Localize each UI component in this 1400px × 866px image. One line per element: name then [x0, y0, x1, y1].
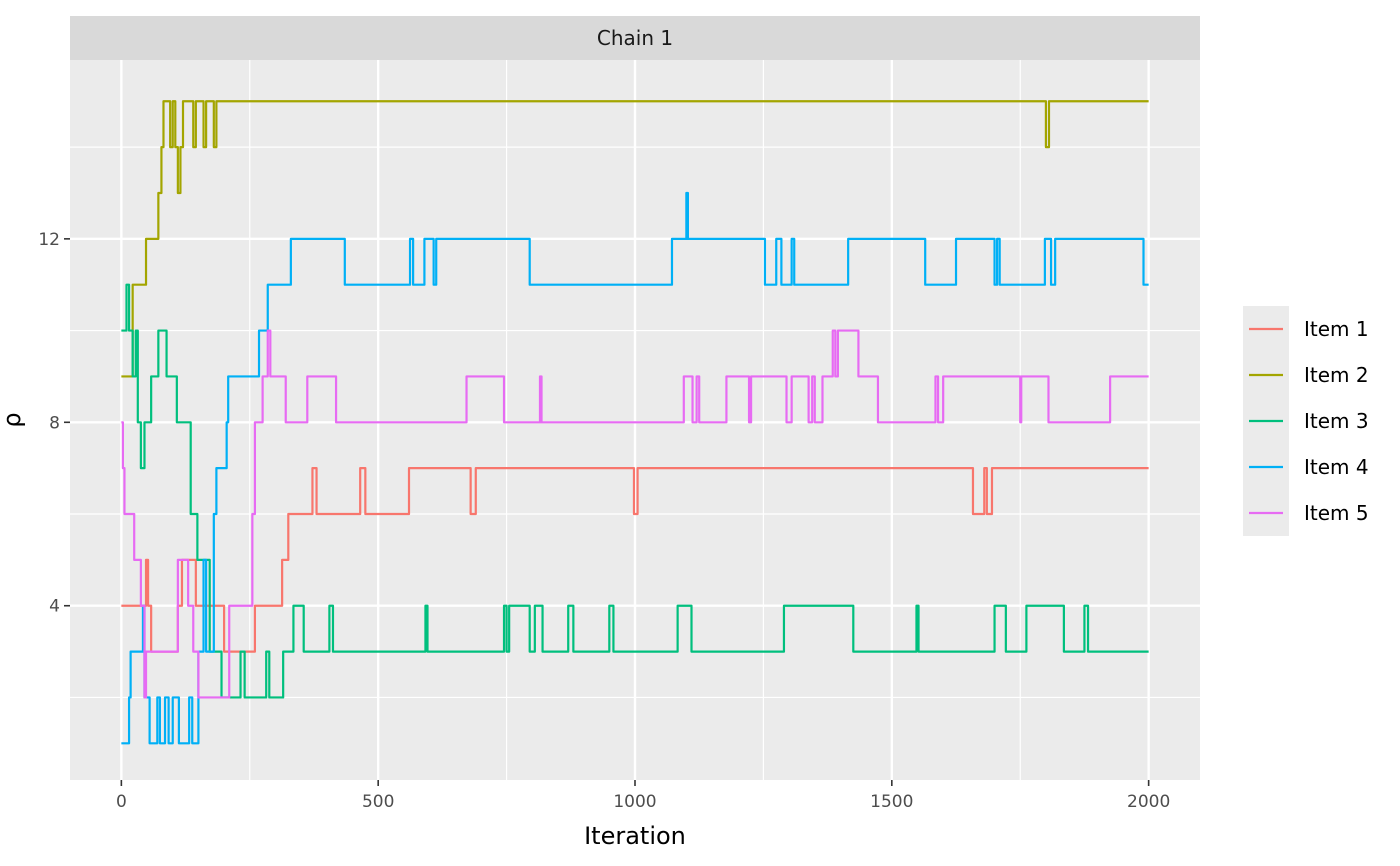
legend-label-item-2: Item 2	[1304, 363, 1369, 387]
strip-background	[70, 16, 1200, 60]
x-tick-label: 2000	[1127, 792, 1170, 812]
x-tick-label: 1000	[613, 792, 656, 812]
x-axis-title: Iteration	[584, 822, 686, 850]
series-line-item-3	[121, 283, 1149, 699]
x-tick-label: 0	[116, 792, 127, 812]
legend-label-item-1: Item 1	[1304, 317, 1369, 341]
series-line-item-4	[121, 191, 1149, 745]
series-line-item-5	[121, 329, 1149, 699]
x-tick-label: 1500	[870, 792, 913, 812]
legend-label-item-3: Item 3	[1304, 409, 1369, 433]
legend-label-item-4: Item 4	[1304, 455, 1369, 479]
x-tick-label: 500	[362, 792, 394, 812]
y-tick-label: 12	[38, 230, 60, 250]
y-tick-label: 8	[49, 413, 60, 433]
series-lines	[121, 100, 1149, 745]
x-axis: 0 500 1000 1500 2000	[116, 780, 1170, 812]
panel-title: Chain 1	[597, 26, 673, 50]
legend: Item 1 Item 2 Item 3 Item 4 Item 5	[1243, 306, 1369, 536]
series-line-item-2	[121, 100, 1149, 378]
y-axis-title: ρ	[0, 412, 26, 427]
y-axis: 4 8 12	[38, 230, 70, 617]
legend-label-item-5: Item 5	[1304, 501, 1369, 525]
y-tick-label: 4	[49, 597, 60, 617]
